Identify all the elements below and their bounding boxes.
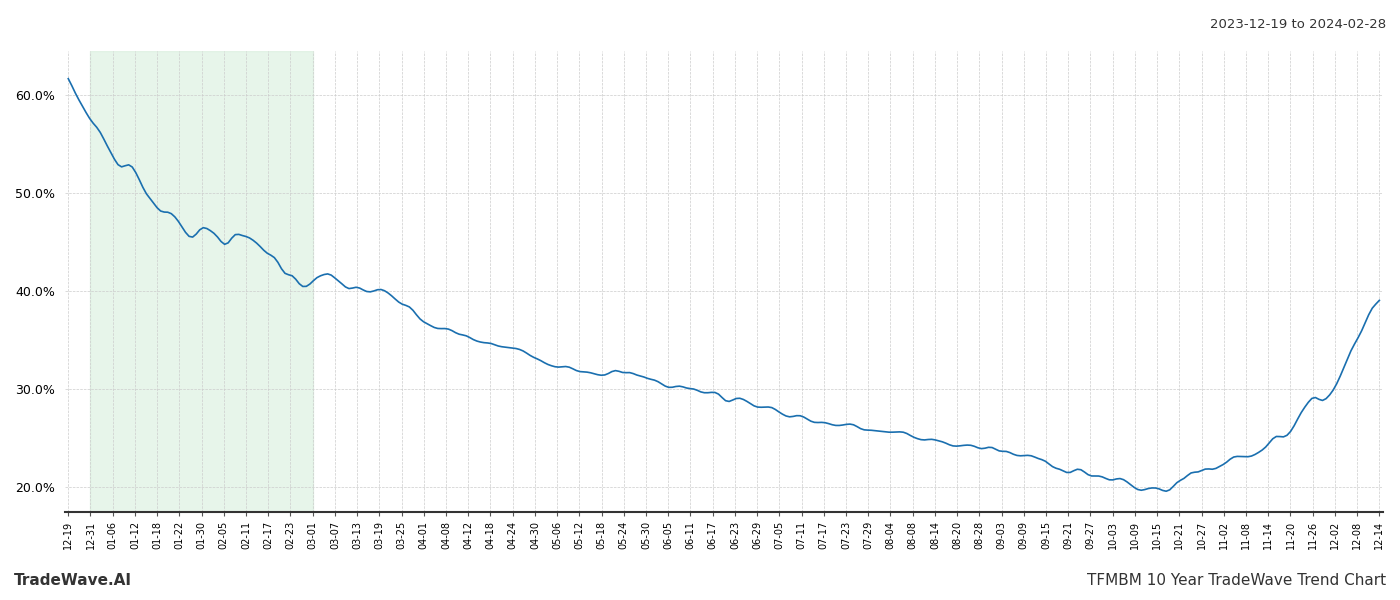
Text: 2023-12-19 to 2024-02-28: 2023-12-19 to 2024-02-28 [1210, 18, 1386, 31]
Text: TFMBM 10 Year TradeWave Trend Chart: TFMBM 10 Year TradeWave Trend Chart [1086, 573, 1386, 588]
Bar [91, 51, 312, 512]
Text: TradeWave.AI: TradeWave.AI [14, 573, 132, 588]
